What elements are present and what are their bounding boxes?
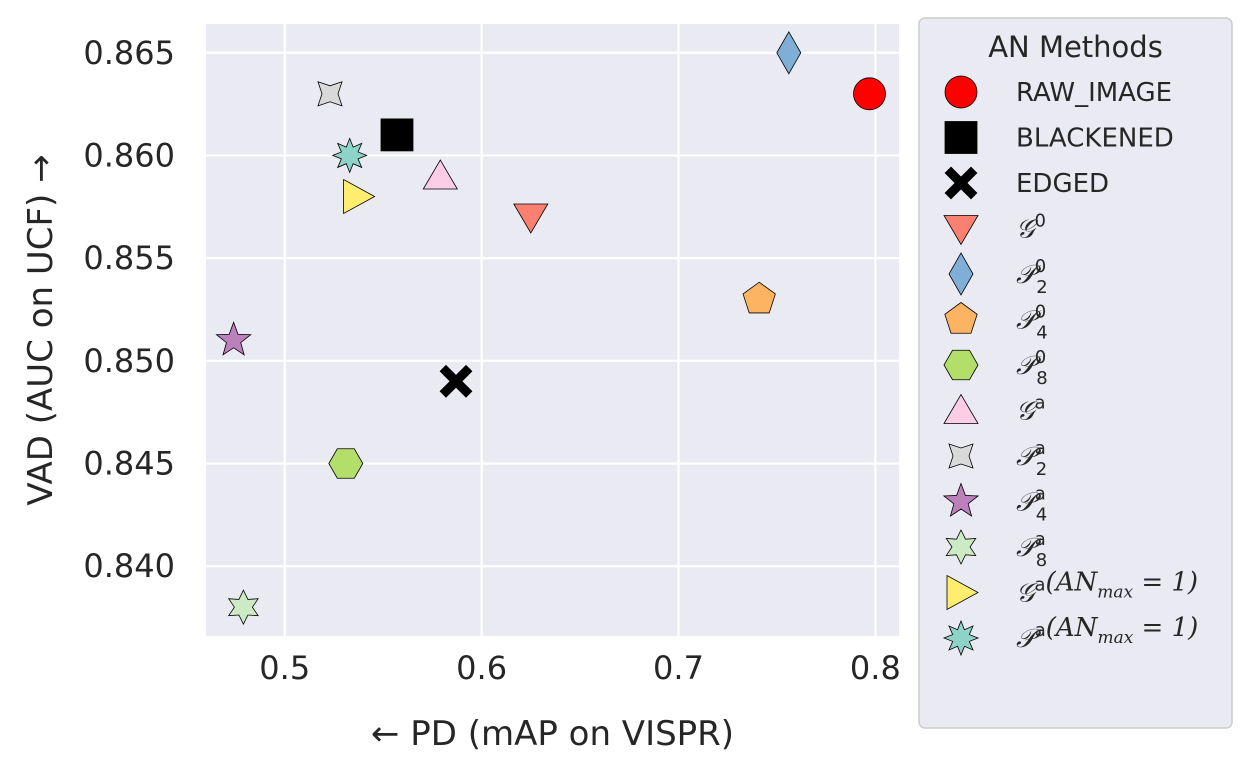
legend-marker — [944, 75, 978, 109]
legend-item: BLACKENED — [944, 121, 1174, 154]
data-point — [328, 448, 364, 479]
legend-label: 𝒫0 2 — [1016, 256, 1048, 298]
legend-item: 𝒢0 — [943, 211, 1046, 246]
data-point — [513, 203, 549, 234]
legend-item: RAW_IMAGE — [944, 75, 1172, 109]
y-tick-label: 0.855 — [83, 239, 175, 277]
data-point — [742, 281, 776, 314]
y-tick-label: 0.850 — [83, 342, 175, 380]
legend-items: RAW_IMAGE BLACKENED EDGED 𝒢0 𝒫0 2 𝒫0 4𝒫0 8 𝒢a 𝒫a 2 𝒫… — [942, 75, 1198, 657]
legend: AN Methods RAW_IMAGE BLACKENED EDGED 𝒢0 𝒫0 2 𝒫… — [918, 17, 1233, 729]
y-tick-label: 0.860 — [83, 136, 175, 174]
data-point — [422, 159, 458, 190]
legend-item: 𝒫0 4 — [944, 302, 1048, 344]
legend-item: 𝒫0 8 — [943, 347, 1048, 389]
legend-box — [918, 17, 1233, 729]
legend-marker — [945, 529, 977, 565]
legend-marker — [943, 215, 979, 246]
y-tick-label: 0.865 — [83, 34, 175, 72]
legend-marker — [942, 482, 980, 517]
legend-label: EDGED — [1016, 169, 1109, 199]
legend-marker — [944, 166, 978, 200]
legend-label: BLACKENED — [1016, 124, 1174, 154]
y-axis-label: VAD (AUC on UCF) → — [21, 154, 61, 505]
legend-item: 𝒫a 2 — [948, 438, 1047, 480]
plot-area — [206, 24, 899, 636]
legend-item: 𝒢a(ANmax = 1) — [946, 568, 1198, 611]
legend-item: 𝒫a 8 — [945, 529, 1047, 571]
legend-item: 𝒫a 4 — [942, 482, 1047, 526]
legend-label: 𝒢a — [1016, 393, 1046, 427]
legend-marker — [943, 349, 979, 381]
data-point — [380, 118, 414, 152]
legend-title: AN Methods — [988, 30, 1163, 64]
data-point — [317, 81, 343, 107]
data-point — [439, 364, 473, 398]
legend-label: 𝒢a(ANmax = 1) — [1016, 568, 1198, 609]
legend-label: 𝒫a 2 — [1016, 438, 1047, 480]
y-tick-label: 0.840 — [83, 547, 175, 585]
legend-item: 𝒢a — [943, 393, 1046, 427]
legend-item: EDGED — [944, 166, 1109, 200]
legend-marker — [944, 121, 978, 154]
x-axis-label: ← PD (mAP on VISPR) — [371, 714, 734, 754]
axis-ticks: 0.5 0.6 0.7 0.8 0.840 0.845 0.850 0.855 0.860 0.8… — [83, 34, 900, 687]
legend-label: RAW_IMAGE — [1016, 78, 1172, 108]
x-tick-label: 0.6 — [456, 649, 507, 687]
data-points — [215, 30, 886, 626]
legend-label: 𝒫0 8 — [1016, 347, 1048, 389]
y-tick-label: 0.845 — [83, 444, 175, 482]
legend-label: 𝒫a 8 — [1016, 529, 1047, 571]
legend-marker — [942, 619, 980, 657]
data-point — [331, 137, 368, 174]
legend-label: 𝒫0 4 — [1016, 302, 1048, 344]
data-point — [227, 589, 259, 626]
legend-marker — [944, 302, 978, 334]
legend-marker — [946, 574, 979, 611]
legend-marker — [943, 393, 979, 424]
x-tick-label: 0.8 — [850, 649, 901, 687]
data-point — [776, 30, 802, 75]
data-point — [343, 178, 376, 215]
legend-marker — [948, 252, 974, 296]
x-tick-label: 0.7 — [653, 649, 704, 687]
data-point — [215, 321, 252, 356]
data-point — [853, 77, 886, 111]
legend-marker — [948, 443, 974, 469]
x-tick-label: 0.5 — [259, 649, 310, 687]
legend-label: 𝒢0 — [1016, 211, 1046, 245]
legend-item: 𝒫0 2 — [948, 252, 1048, 298]
legend-label: 𝒫a 4 — [1016, 484, 1047, 526]
